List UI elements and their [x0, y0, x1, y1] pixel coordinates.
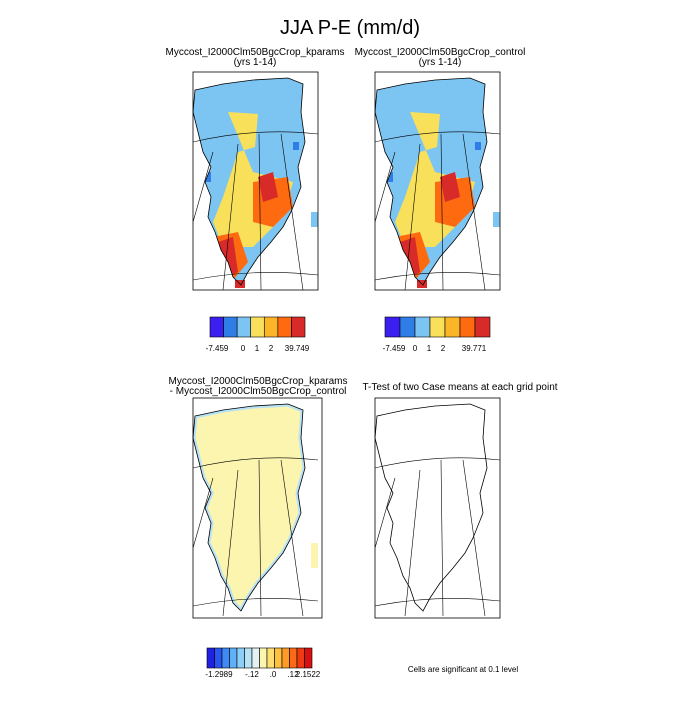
colorbar-box	[214, 647, 223, 669]
colorbar-label: 0	[413, 344, 418, 353]
colorbar-label: -7.459	[383, 344, 406, 353]
colorbar-box	[250, 316, 265, 338]
panel-title: T-Test of two Case means at each grid po…	[362, 382, 557, 393]
panel-subtitle: (yrs 1-14)	[419, 57, 462, 68]
map	[374, 71, 501, 291]
colorbar-box	[289, 647, 298, 669]
colorbar-box	[266, 647, 275, 669]
colorbar-label: 2	[441, 344, 446, 353]
colorbar-box	[414, 316, 431, 338]
colorbar-box	[281, 647, 290, 669]
colorbar-box	[296, 647, 305, 669]
colorbar-box	[429, 316, 446, 338]
colorbar-label: 0	[241, 344, 246, 353]
colorbar-box	[223, 316, 238, 338]
colorbar-box	[236, 647, 245, 669]
colorbar-box	[444, 316, 461, 338]
colorbar-box	[384, 316, 401, 338]
colorbar-box	[399, 316, 416, 338]
colorbar-label: 2.1522	[296, 670, 321, 679]
panel-title: Myccost_I2000Clm50BgcCrop_kparams	[169, 376, 348, 387]
colorbar-label: 39.771	[462, 344, 487, 353]
colorbar-box	[236, 316, 252, 338]
colorbar-label: -7.459	[206, 344, 229, 353]
colorbar-box	[206, 647, 215, 669]
colorbar-label: 39.749	[285, 344, 310, 353]
colorbar-box	[263, 316, 279, 338]
colorbar-box	[244, 647, 253, 669]
panel-title: Myccost_I2000Clm50BgcCrop_control	[355, 47, 526, 58]
colorbar-label: 2	[269, 344, 274, 353]
colorbar-label: -1.2989	[205, 670, 233, 679]
colorbar-box	[304, 647, 313, 669]
panel-subtitle: - Myccost_I2000Clm50BgcCrop_control	[170, 386, 347, 397]
colorbar-box	[259, 647, 268, 669]
colorbar-box	[474, 316, 491, 338]
note: Cells are significant at 0.1 level	[408, 665, 519, 674]
colorbar-label: .0	[270, 670, 277, 679]
colorbar-box	[291, 316, 306, 338]
figure-title: JJA P-E (mm/d)	[280, 17, 420, 39]
colorbar-box	[251, 647, 260, 669]
colorbar-label: -.12	[245, 670, 259, 679]
panel-title: Myccost_I2000Clm50BgcCrop_kparams	[166, 47, 345, 58]
panel-subtitle: (yrs 1-14)	[234, 57, 277, 68]
colorbar-label: 1	[255, 344, 260, 353]
colorbar-box	[277, 316, 292, 338]
colorbar-box	[221, 647, 230, 669]
colorbar-box	[459, 316, 476, 338]
colorbars: -7.459 0 1 2 39.749 -7.459 0 1 2 39.771-1.2989 -.1…	[205, 316, 491, 679]
colorbar-label: 1	[427, 344, 432, 353]
colorbar-box	[229, 647, 238, 669]
colorbar-label: .12	[287, 670, 299, 679]
map	[192, 71, 319, 291]
map	[374, 397, 501, 619]
colorbar-box	[209, 316, 224, 338]
map	[193, 398, 323, 618]
colorbar-box	[274, 647, 283, 669]
